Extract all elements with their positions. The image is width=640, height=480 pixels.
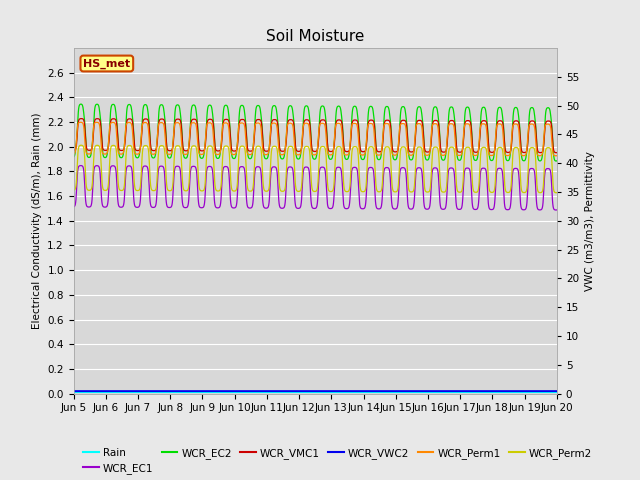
Text: HS_met: HS_met <box>83 59 131 69</box>
Y-axis label: VWC (m3/m3), Permittivity: VWC (m3/m3), Permittivity <box>584 151 595 291</box>
Title: Soil Moisture: Soil Moisture <box>266 29 364 44</box>
Y-axis label: Electrical Conductivity (dS/m), Rain (mm): Electrical Conductivity (dS/m), Rain (mm… <box>32 112 42 329</box>
Legend: Rain, WCR_EC1, WCR_EC2, WCR_VMC1, WCR_VWC2, WCR_Perm1, WCR_Perm2: Rain, WCR_EC1, WCR_EC2, WCR_VMC1, WCR_VW… <box>79 444 596 478</box>
